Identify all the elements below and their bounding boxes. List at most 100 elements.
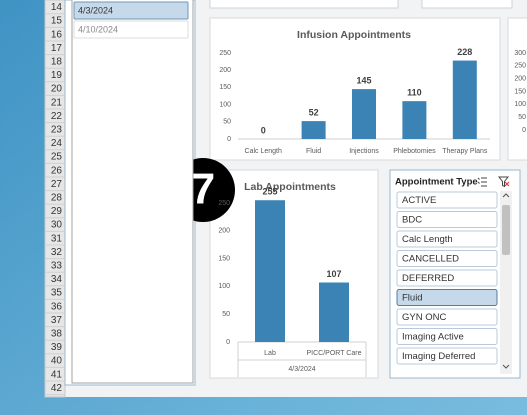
x-tick-label: PICC/PORT Care [307, 350, 362, 357]
row-number: 28 [51, 193, 63, 204]
slicer-item-label[interactable]: Imaging Deferred [402, 351, 475, 362]
row-number: 16 [51, 29, 63, 40]
slicer-item-label[interactable]: ACTIVE [402, 195, 436, 206]
top-box [421, 0, 513, 9]
value-label: 107 [326, 269, 341, 279]
x-tick-label: Fluid [306, 148, 321, 155]
row-number: 19 [51, 70, 63, 81]
y-tick-label: 150 [514, 88, 526, 95]
slicer-title: Appointment Type [395, 177, 478, 188]
slicer-item[interactable] [396, 269, 498, 287]
slicer-item-label[interactable]: GYN ONC [402, 312, 446, 323]
date-item-label[interactable]: 4/3/2024 [78, 5, 113, 15]
x-tick-label: Phlebotomies [393, 148, 436, 155]
value-label: 0 [261, 125, 266, 135]
slicer-item[interactable] [396, 328, 498, 345]
y-tick-label: 200 [514, 76, 526, 83]
y-tick-label: 0 [522, 127, 526, 134]
bar [402, 101, 427, 139]
slicer-item[interactable] [396, 347, 498, 365]
y-tick-label: 150 [218, 255, 230, 262]
slicer-item-label[interactable]: CANCELLED [402, 254, 459, 265]
chart: 0 50 100 150 200 250 300 [514, 50, 526, 134]
slicer-item[interactable] [396, 230, 498, 248]
y-tick-label: 300 [514, 50, 526, 57]
row-number: 37 [51, 315, 63, 326]
row-number: 33 [51, 261, 63, 272]
value-label: 145 [356, 75, 371, 85]
y-tick-label: 250 [219, 50, 231, 57]
row-number: 41 [51, 369, 63, 380]
chart: Lab Appointments 0 50 100 150 200 250 255 Lab 107… [218, 181, 367, 377]
row-number: 35 [51, 288, 63, 299]
row-number: 29 [51, 206, 63, 217]
slicer-item-label[interactable]: BDC [402, 215, 422, 226]
y-tick-label: 100 [514, 101, 526, 108]
chart: Infusion Appointments 0 50 100 150 200 250 0 Cal… [219, 29, 490, 155]
value-label: 110 [407, 88, 422, 98]
slicer-item[interactable] [396, 250, 498, 267]
row-number: 23 [51, 125, 63, 136]
row-number: 26 [51, 165, 63, 176]
date-item[interactable] [73, 20, 189, 39]
slicer-item[interactable] [396, 308, 498, 326]
date-item-label[interactable]: 4/10/2024 [78, 24, 118, 34]
y-tick-label: 200 [218, 228, 230, 235]
row-number: 20 [51, 84, 63, 95]
x-tick-label: Therapy Plans [442, 148, 488, 155]
y-tick-label: 50 [518, 114, 526, 121]
slicer-item-label[interactable]: Imaging Active [402, 332, 464, 343]
slicer-item[interactable] [396, 191, 498, 209]
slicer-icons[interactable] [477, 176, 510, 188]
row-number: 22 [51, 111, 63, 122]
row-number: 34 [51, 274, 63, 285]
multi-select-icon[interactable] [477, 177, 487, 187]
slicer-item-label[interactable]: Calc Length [402, 234, 453, 245]
y-tick-label: 250 [218, 200, 230, 207]
slicer-item-label[interactable]: Fluid [402, 293, 423, 304]
row-number: 18 [51, 57, 63, 68]
y-tick-label: 50 [223, 119, 231, 126]
y-tick-label: 250 [514, 63, 526, 70]
x-tick-label: Calc Length [245, 148, 282, 155]
chart-title: Infusion Appointments [297, 29, 411, 41]
bar [319, 282, 349, 342]
row-number: 38 [51, 329, 63, 340]
row-number: 25 [51, 152, 63, 163]
chart-title: Lab Appointments [244, 181, 336, 193]
badge-number: 7 [191, 165, 215, 214]
scroll-arrows[interactable] [502, 193, 510, 369]
y-tick-label: 200 [219, 67, 231, 74]
slicer-item-label[interactable]: DEFERRED [402, 273, 454, 284]
chart-box [507, 17, 527, 161]
y-tick-label: 50 [222, 311, 230, 318]
bar [352, 89, 376, 139]
chart-box [209, 169, 379, 379]
row-number: 24 [51, 138, 63, 149]
row-number: 17 [51, 43, 63, 54]
slicer-item[interactable] [396, 211, 498, 228]
scroll-thumb[interactable] [502, 205, 510, 255]
y-tick-label: 0 [227, 136, 231, 143]
y-tick-label: 100 [219, 101, 231, 108]
row-number: 14 [51, 2, 63, 13]
y-tick-label: 100 [218, 283, 230, 290]
row-number: 31 [51, 233, 63, 244]
x-tick-label: Injections [349, 148, 379, 155]
row-number: 40 [51, 356, 63, 367]
row-number: 27 [51, 179, 63, 190]
clear-filter-icon[interactable] [497, 176, 510, 188]
row-number: 15 [51, 16, 63, 27]
bar [255, 200, 285, 342]
date-list-box [71, 0, 194, 384]
row-number: 42 [51, 383, 63, 394]
category-bracket [237, 342, 367, 377]
row-number: 39 [51, 342, 63, 353]
date-item[interactable] [73, 1, 189, 20]
row-number: 32 [51, 247, 63, 258]
slicer-item[interactable] [396, 289, 498, 306]
y-tick-label: 0 [226, 339, 230, 346]
clear-filter-x[interactable] [504, 181, 510, 187]
y-tick-label: 150 [219, 84, 231, 91]
